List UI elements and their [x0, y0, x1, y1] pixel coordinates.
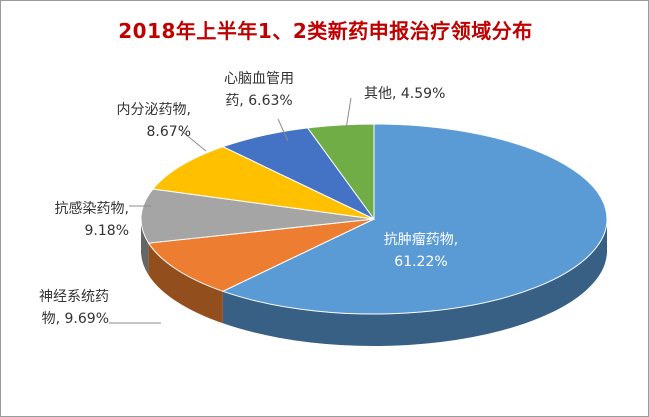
slice-3-data-label-line: 抗感染药物, — [55, 200, 129, 217]
slice-4-leader-line — [178, 128, 207, 152]
slice-5-data-label: 心脑血管用药, 6.63% — [224, 71, 294, 109]
slice-4-data-label-line: 内分泌药物, — [117, 102, 191, 118]
slice-3-data-label-line: 9.18% — [85, 223, 129, 239]
slice-5-leader-line — [277, 118, 289, 142]
slice-1-data-label-line: 抗肿瘤药物, — [384, 231, 458, 248]
slice-2-data-label-line: 神经系统药 — [39, 289, 109, 305]
slice-1-data-label-line: 61.22% — [394, 254, 447, 270]
slice-1-data-label: 抗肿瘤药物, 61.22% — [384, 231, 458, 270]
slice-6-leader-line — [345, 97, 352, 130]
slice-3-top — [140, 188, 375, 244]
slice-6-top — [306, 123, 375, 221]
chart-title: 2018年上半年1、2类新药申报治疗领域分布 — [118, 19, 533, 43]
slice-6-data-label-line: 其他, 4.59% — [364, 86, 445, 102]
slice-6-data-label: 其他, 4.59% — [364, 86, 445, 102]
slice-3-data-label: 抗感染药物, 9.18% — [55, 200, 129, 239]
slice-1-side — [222, 219, 607, 347]
slice-3-side — [141, 219, 149, 276]
slice-1-top — [221, 123, 608, 315]
slice-4-data-label: 内分泌药物, 8.67% — [117, 102, 191, 140]
slice-2-data-label-line: 物, 9.69% — [42, 311, 109, 327]
slice-4-data-label-line: 8.67% — [147, 124, 191, 140]
slice-4-top — [151, 146, 375, 220]
slice-2-data-label: 神经系统药物, 9.69% — [39, 289, 109, 327]
slice-5-data-label-line: 心脑血管用 — [224, 71, 294, 87]
slice-5-data-label-line: 药, 6.63% — [225, 93, 292, 109]
